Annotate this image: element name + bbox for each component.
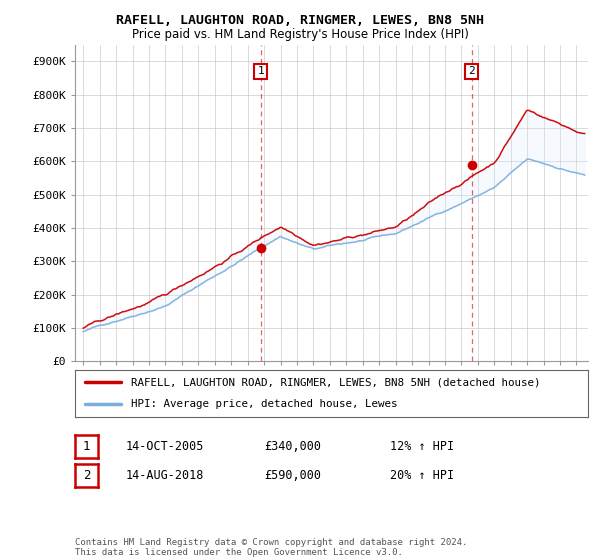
Text: RAFELL, LAUGHTON ROAD, RINGMER, LEWES, BN8 5NH (detached house): RAFELL, LAUGHTON ROAD, RINGMER, LEWES, B… bbox=[131, 377, 541, 388]
Text: HPI: Average price, detached house, Lewes: HPI: Average price, detached house, Lewe… bbox=[131, 399, 398, 409]
Text: 2: 2 bbox=[83, 469, 90, 482]
Text: Contains HM Land Registry data © Crown copyright and database right 2024.
This d: Contains HM Land Registry data © Crown c… bbox=[75, 538, 467, 557]
Text: 2: 2 bbox=[468, 67, 475, 77]
Text: RAFELL, LAUGHTON ROAD, RINGMER, LEWES, BN8 5NH: RAFELL, LAUGHTON ROAD, RINGMER, LEWES, B… bbox=[116, 14, 484, 27]
Text: 12% ↑ HPI: 12% ↑ HPI bbox=[390, 440, 454, 453]
Text: 20% ↑ HPI: 20% ↑ HPI bbox=[390, 469, 454, 482]
Text: 14-OCT-2005: 14-OCT-2005 bbox=[126, 440, 205, 453]
Text: 1: 1 bbox=[257, 67, 264, 77]
Text: Price paid vs. HM Land Registry's House Price Index (HPI): Price paid vs. HM Land Registry's House … bbox=[131, 28, 469, 41]
Text: 14-AUG-2018: 14-AUG-2018 bbox=[126, 469, 205, 482]
Text: £590,000: £590,000 bbox=[264, 469, 321, 482]
Text: 1: 1 bbox=[83, 440, 90, 453]
Text: £340,000: £340,000 bbox=[264, 440, 321, 453]
